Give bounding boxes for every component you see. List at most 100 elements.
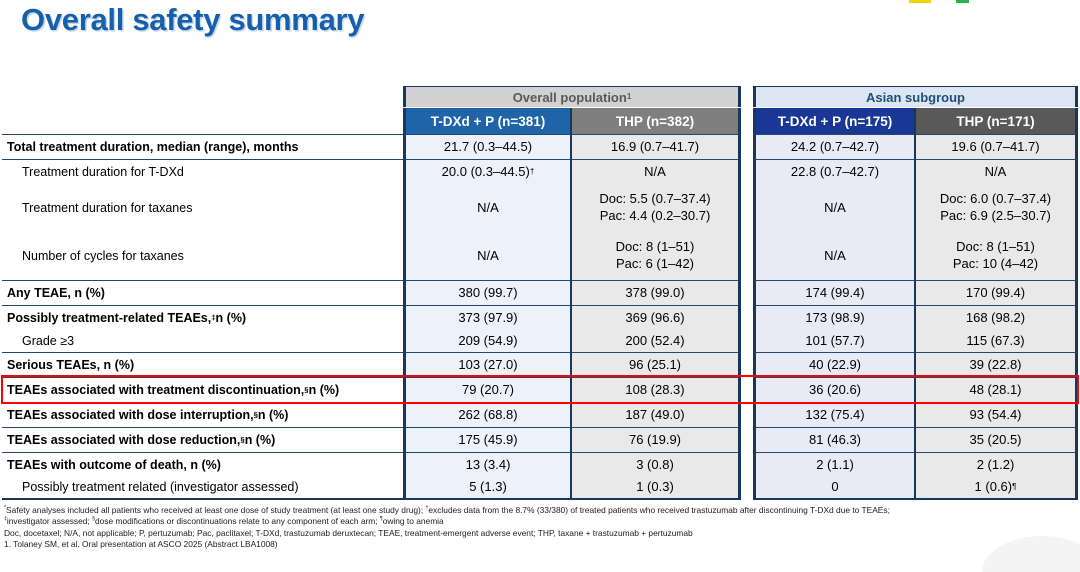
data-cell: 108 (28.3) (572, 377, 741, 402)
group-gap (741, 305, 753, 330)
data-cell: N/A (753, 232, 916, 280)
table-row: Treatment duration for T-DXd 20.0 (0.3–44… (2, 159, 1078, 184)
data-cell: 21.7 (0.3–44.5) (403, 134, 572, 159)
table-row: TEAEs with outcome of death, n (%) 13 (3.… (2, 452, 1078, 477)
data-cell: 76 (19.9) (572, 427, 741, 452)
table-row: TEAEs associated with treatment disconti… (1, 375, 1079, 404)
footnote-line: 1. Tolaney SM, et al. Oral presentation … (4, 538, 278, 549)
data-cell: 380 (99.7) (403, 280, 572, 305)
table-row: Possibly treatment related (investigator… (2, 477, 1078, 500)
row-label: TEAEs with outcome of death, n (%) (2, 452, 403, 477)
data-cell: 168 (98.2) (916, 305, 1078, 330)
footnotes: *Safety analyses included all patients w… (4, 505, 1076, 550)
row-label: Possibly treatment related (investigator… (2, 477, 403, 500)
row-label: Treatment duration for taxanes (2, 184, 403, 232)
data-cell: 35 (20.5) (916, 427, 1078, 452)
data-cell: Doc: 8 (1–51) Pac: 6 (1–42) (572, 232, 741, 280)
group-gap (741, 159, 753, 184)
data-cell: 0 (753, 477, 916, 500)
group-header-overall-population: Overall population 1 (403, 86, 741, 107)
data-cell: 1 (0.3) (572, 477, 741, 500)
page-title: Overall safety summary (21, 2, 365, 37)
data-cell: 48 (28.1) (916, 377, 1078, 402)
table-row: Grade ≥3 209 (54.9) 200 (52.4) 101 (57.7) 11… (2, 330, 1078, 352)
column-header-tdxd-p-asian: T-DXd + P (n=175) (753, 108, 916, 134)
data-cell: 22.8 (0.7–42.7) (753, 159, 916, 184)
table-row: Possibly treatment-related TEAEs, ‡ n (%)… (2, 305, 1078, 330)
data-cell: 96 (25.1) (572, 352, 741, 377)
row-label: Serious TEAEs, n (%) (2, 352, 403, 377)
data-cell: 2 (1.2) (916, 452, 1078, 477)
column-header-thp-overall: THP (n=382) (572, 108, 741, 134)
data-cell: 81 (46.3) (753, 427, 916, 452)
data-cell: 3 (0.8) (572, 452, 741, 477)
row-label: Possibly treatment-related TEAEs, ‡ n (%) (2, 305, 403, 330)
data-cell: 170 (99.4) (916, 280, 1078, 305)
data-cell: 36 (20.6) (753, 377, 916, 402)
row-label: Grade ≥3 (2, 330, 403, 352)
data-cell: 13 (3.4) (403, 452, 572, 477)
data-cell: 187 (49.0) (572, 402, 741, 427)
data-cell: 39 (22.8) (916, 352, 1078, 377)
logo-fragment-green-icon (956, 0, 969, 3)
table-column-header-row: T-DXd + P (n=381) THP (n=382) T-DXd + P (n… (2, 108, 1078, 134)
data-cell: 19.6 (0.7–41.7) (916, 134, 1078, 159)
group-gap (741, 452, 753, 477)
group-gap (741, 134, 753, 159)
data-cell: 101 (57.7) (753, 330, 916, 352)
table-row: Treatment duration for taxanes N/A Doc: 5.… (2, 184, 1078, 232)
data-cell: 5 (1.3) (403, 477, 572, 500)
data-cell: 79 (20.7) (403, 377, 572, 402)
data-cell: 132 (75.4) (753, 402, 916, 427)
data-cell: 103 (27.0) (403, 352, 572, 377)
data-cell: 115 (67.3) (916, 330, 1078, 352)
data-cell: 173 (98.9) (753, 305, 916, 330)
data-cell: 16.9 (0.7–41.7) (572, 134, 741, 159)
data-cell: Doc: 8 (1–51) Pac: 10 (4–42) (916, 232, 1078, 280)
header-spacer (2, 86, 403, 108)
table-row: Total treatment duration, median (range)… (2, 134, 1078, 159)
group-header-asian-subgroup: Asian subgroup (753, 86, 1078, 107)
row-label: TEAEs associated with dose interruption,… (2, 402, 403, 427)
table-row: TEAEs associated with dose reduction, § n… (2, 427, 1078, 452)
data-cell: 174 (99.4) (753, 280, 916, 305)
data-cell: 2 (1.1) (753, 452, 916, 477)
group-gap (741, 280, 753, 305)
data-cell: 24.2 (0.7–42.7) (753, 134, 916, 159)
safety-table: Overall population 1 Asian subgroup T-DXd +… (1, 86, 1079, 500)
group-gap (741, 330, 753, 352)
data-cell: 93 (54.4) (916, 402, 1078, 427)
table-row: Any TEAE, n (%) 380 (99.7) 378 (99.0) 174 (… (2, 280, 1078, 305)
footnote-line: *Safety analyses included all patients w… (4, 505, 890, 515)
column-header-tdxd-p-overall: T-DXd + P (n=381) (403, 108, 572, 134)
row-label: Treatment duration for T-DXd (2, 159, 403, 184)
footnote-line: ‡investigator assessed; §dose modificati… (4, 516, 444, 527)
group-gap (741, 232, 753, 280)
group-gap (741, 352, 753, 377)
group-gap (741, 402, 753, 427)
group-gap (741, 86, 753, 108)
data-cell: 20.0 (0.3–44.5) † (403, 159, 572, 184)
footnote-line: Doc, docetaxel; N/A, not applicable; P, … (4, 527, 693, 538)
logo-fragment-yellow-icon (909, 0, 931, 3)
group-gap (741, 108, 753, 134)
data-cell: 1 (0.6) ¶ (916, 477, 1078, 500)
data-cell: Doc: 6.0 (0.7–37.4) Pac: 6.9 (2.5–30.7) (916, 184, 1078, 232)
table-group-header-row: Overall population 1 Asian subgroup (2, 86, 1078, 108)
table-row: Serious TEAEs, n (%) 103 (27.0) 96 (25.1) 4… (2, 352, 1078, 377)
group-gap (741, 184, 753, 232)
data-cell: 378 (99.0) (572, 280, 741, 305)
data-cell: 369 (96.6) (572, 305, 741, 330)
data-cell: N/A (403, 232, 572, 280)
data-cell: 262 (68.8) (403, 402, 572, 427)
header-spacer (2, 108, 403, 134)
row-label: TEAEs associated with dose reduction, § n… (2, 427, 403, 452)
data-cell: N/A (572, 159, 741, 184)
data-cell: N/A (753, 184, 916, 232)
row-label: Total treatment duration, median (range)… (2, 134, 403, 159)
row-label: Any TEAE, n (%) (2, 280, 403, 305)
table-row: TEAEs associated with dose interruption,… (2, 402, 1078, 427)
group-gap (741, 477, 753, 500)
group-gap (741, 427, 753, 452)
table-row: Number of cycles for taxanes N/A Doc: 8 (1… (2, 232, 1078, 280)
